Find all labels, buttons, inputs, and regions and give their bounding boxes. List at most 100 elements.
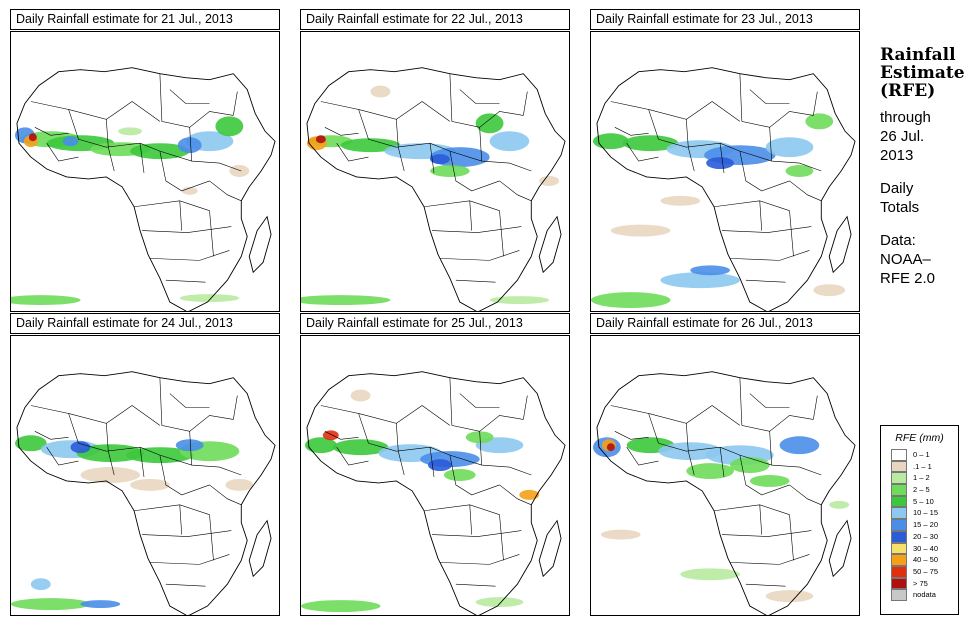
rainfall-patch (118, 127, 143, 136)
legend-swatch (891, 507, 907, 520)
rainfall-patch (475, 597, 524, 608)
rainfall-patch (779, 436, 820, 455)
country-border (179, 504, 183, 535)
rainfall-patch (749, 475, 790, 487)
rainfall-field (11, 435, 254, 611)
rainfall-patch (765, 137, 814, 158)
rainfall-patch (610, 224, 671, 237)
rainfall-patch (539, 175, 560, 186)
country-border (209, 484, 242, 506)
legend-label: 0 – 1 (913, 450, 930, 459)
legend-label: 2 – 5 (913, 485, 930, 495)
madagascar-outline (248, 519, 272, 578)
legend-swatch (891, 449, 907, 461)
legend-swatch (891, 577, 907, 590)
rainfall-patch (62, 136, 79, 147)
country-border (469, 504, 473, 535)
country-border (719, 143, 725, 174)
rainfall-patch (80, 600, 121, 609)
rainfall-patch (181, 186, 198, 195)
country-border (813, 395, 818, 420)
rainfall-patch (430, 165, 470, 177)
country-border (719, 447, 725, 478)
country-border (648, 109, 689, 148)
country-border (424, 504, 500, 516)
country-border (759, 504, 763, 535)
madagascar-outline (828, 519, 852, 578)
country-border (449, 151, 500, 192)
country-border (189, 127, 242, 172)
rainfall-patch (443, 469, 476, 481)
legend-item: > 75 (881, 577, 958, 590)
country-border (432, 530, 522, 537)
country-border (439, 554, 520, 565)
country-border (159, 151, 210, 192)
country-border (455, 583, 496, 587)
rainfall-patch (370, 85, 391, 98)
country-border (107, 147, 115, 172)
country-border (432, 226, 522, 233)
rainfall-patch (606, 443, 615, 452)
rainfall-patch (177, 137, 202, 154)
country-border (165, 583, 206, 587)
africa-coastline (596, 67, 856, 311)
rainfall-patch (179, 294, 240, 303)
rainfall-patch (489, 131, 530, 152)
legend-item: 50 – 75 (881, 565, 958, 578)
country-border (749, 89, 790, 104)
country-border (209, 210, 214, 257)
legend-swatch (891, 472, 907, 485)
rainfall-patch (11, 598, 91, 611)
africa-coastline (306, 67, 566, 311)
madagascar-outline (828, 215, 852, 274)
rainfall-patch (660, 195, 701, 206)
country-border (396, 405, 451, 426)
map-panel-26-jul: Daily Rainfall estimate for 26 Jul., 201… (590, 313, 860, 616)
country-border (358, 109, 399, 148)
country-border (714, 200, 790, 212)
rainfall-map (300, 335, 570, 616)
country-border (46, 447, 79, 466)
country-border (46, 143, 79, 162)
country-border (745, 583, 786, 587)
rainfall-patch (428, 459, 452, 472)
end-date-line-1: 26 Jul. (880, 128, 925, 145)
country-border (142, 530, 232, 537)
rainfall-patch (130, 478, 170, 491)
country-border (739, 455, 790, 496)
country-border (739, 377, 814, 432)
rainfall-patch (813, 284, 846, 297)
rainfall-map (10, 31, 280, 312)
data-label: Data: (880, 232, 916, 249)
figure-description: Rainfall Estimate (RFE) through 26 Jul. … (880, 46, 965, 288)
madagascar-outline (248, 215, 272, 274)
country-border (729, 554, 810, 565)
rainfall-patch (301, 600, 381, 613)
legend-label: 50 – 75 (913, 566, 939, 576)
rainfall-patch (322, 430, 339, 441)
country-border (106, 405, 161, 426)
country-border (626, 447, 659, 466)
panel-title: Daily Rainfall estimate for 21 Jul., 201… (10, 9, 280, 30)
rainfall-patch (489, 296, 550, 305)
rainfall-field (592, 436, 850, 603)
legend-swatch (891, 589, 907, 601)
rainfall-patch (332, 439, 389, 456)
legend-item: 20 – 30 (881, 530, 958, 543)
rainfall-patch (829, 500, 850, 509)
rainfall-map (590, 31, 860, 312)
country-border (813, 91, 818, 116)
country-border (149, 250, 230, 261)
country-border (769, 127, 822, 172)
country-border (769, 431, 822, 476)
country-border (714, 504, 790, 516)
rainfall-map (300, 31, 570, 312)
country-border (165, 279, 206, 283)
country-border (648, 413, 689, 452)
legend-item: nodata (881, 589, 958, 601)
map-panel-23-jul: Daily Rainfall estimate for 23 Jul., 201… (590, 9, 860, 312)
rainfall-patch (229, 165, 250, 177)
rainfall-patch (658, 442, 723, 461)
rainfall-patch (430, 154, 450, 165)
country-border (722, 530, 812, 537)
